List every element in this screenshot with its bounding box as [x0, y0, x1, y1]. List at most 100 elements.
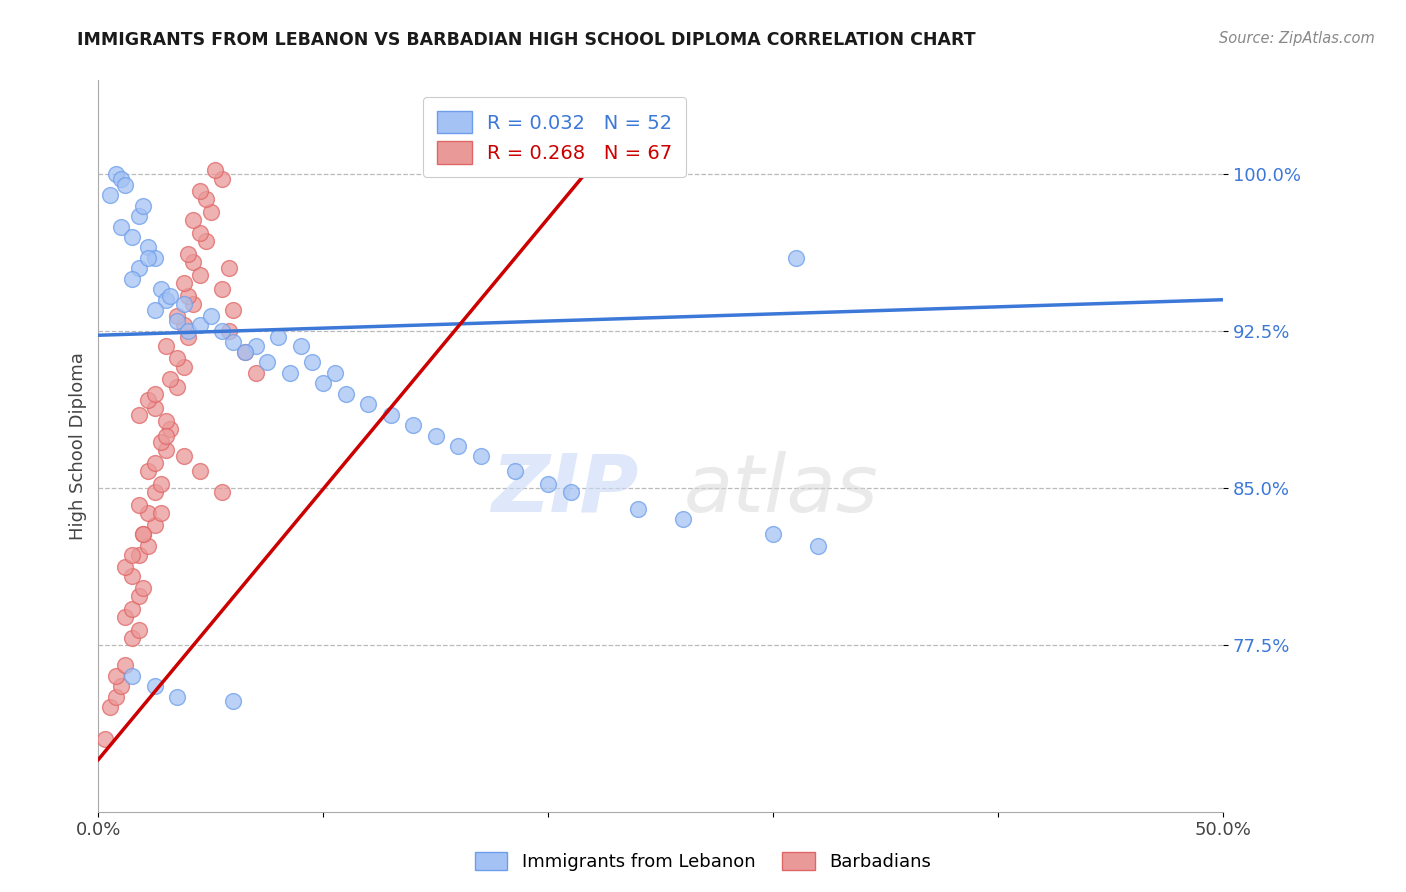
Point [233, 345, 256, 359]
Point [121, 272, 143, 286]
Point [128, 548, 150, 562]
Point [672, 512, 695, 526]
Point [188, 226, 211, 240]
Point [807, 539, 830, 553]
Point [560, 485, 582, 500]
Text: atlas: atlas [683, 450, 879, 529]
Point [233, 345, 256, 359]
Point [143, 303, 166, 318]
Point [98, 700, 121, 714]
Point [159, 422, 181, 436]
Point [323, 366, 346, 380]
Point [188, 318, 211, 332]
Point [537, 476, 560, 491]
Point [278, 366, 301, 380]
Point [177, 288, 200, 302]
Point [155, 428, 177, 442]
Point [150, 506, 173, 520]
Point [155, 443, 177, 458]
Point [132, 199, 155, 213]
Point [762, 526, 785, 541]
Point [143, 386, 166, 401]
Point [121, 602, 143, 616]
Point [132, 581, 155, 595]
Point [188, 464, 211, 478]
Point [166, 310, 188, 324]
Point [150, 434, 173, 449]
Point [470, 450, 492, 464]
Point [211, 171, 233, 186]
Point [155, 293, 177, 307]
Point [110, 171, 132, 186]
Point [380, 408, 402, 422]
Point [211, 282, 233, 296]
Point [136, 240, 159, 254]
Point [785, 251, 807, 265]
Text: Source: ZipAtlas.com: Source: ZipAtlas.com [1219, 31, 1375, 46]
Point [425, 428, 447, 442]
Y-axis label: High School Diploma: High School Diploma [69, 352, 87, 540]
Point [105, 669, 128, 683]
Point [357, 397, 380, 411]
Point [211, 485, 233, 500]
Point [627, 501, 650, 516]
Point [195, 234, 218, 248]
Point [503, 464, 526, 478]
Point [110, 679, 132, 693]
Point [188, 268, 211, 282]
Point [110, 219, 132, 234]
Point [181, 297, 204, 311]
Point [177, 324, 200, 338]
Point [222, 303, 245, 318]
Point [128, 623, 150, 637]
Point [150, 282, 173, 296]
Point [155, 339, 177, 353]
Point [98, 188, 121, 202]
Point [121, 230, 143, 244]
Point [114, 610, 136, 624]
Point [159, 288, 181, 302]
Point [121, 632, 143, 646]
Point [121, 548, 143, 562]
Point [143, 456, 166, 470]
Point [114, 560, 136, 574]
Point [150, 476, 173, 491]
Point [132, 526, 155, 541]
Point [143, 485, 166, 500]
Point [105, 690, 128, 704]
Point [136, 539, 159, 553]
Point [173, 359, 195, 374]
Point [128, 209, 150, 223]
Point [177, 246, 200, 260]
Point [105, 167, 128, 181]
Point [204, 163, 226, 178]
Point [136, 464, 159, 478]
Point [128, 261, 150, 276]
Text: ZIP: ZIP [491, 450, 638, 529]
Point [301, 355, 323, 369]
Point [188, 184, 211, 198]
Point [128, 590, 150, 604]
Point [143, 518, 166, 533]
Point [256, 355, 278, 369]
Point [166, 380, 188, 394]
Point [166, 351, 188, 366]
Point [128, 408, 150, 422]
Point [195, 193, 218, 207]
Point [335, 386, 357, 401]
Point [94, 731, 117, 746]
Point [181, 213, 204, 227]
Point [173, 297, 195, 311]
Point [200, 310, 222, 324]
Point [136, 506, 159, 520]
Point [173, 276, 195, 290]
Point [181, 255, 204, 269]
Point [143, 251, 166, 265]
Point [166, 690, 188, 704]
Point [200, 205, 222, 219]
Point [121, 669, 143, 683]
Point [447, 439, 470, 453]
Point [132, 526, 155, 541]
Legend: R = 0.032   N = 52, R = 0.268   N = 67: R = 0.032 N = 52, R = 0.268 N = 67 [423, 97, 686, 178]
Point [155, 414, 177, 428]
